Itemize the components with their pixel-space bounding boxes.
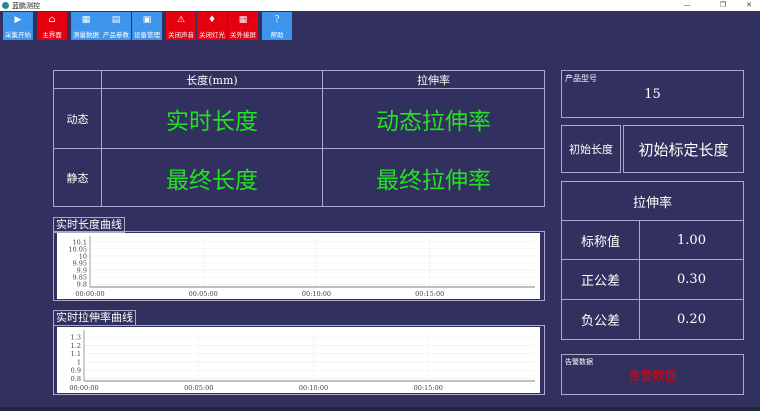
x-tick-label: 00:10:00 — [302, 290, 331, 298]
toolbar-button-label: 产品参数 — [103, 31, 129, 39]
toolbar-button-6[interactable]: ♦ 关闭灯光 — [197, 12, 227, 40]
device-icon: ▣ — [142, 15, 152, 25]
toolbar-button-label: 设备管理 — [134, 31, 160, 39]
x-tick-label: 00:05:00 — [184, 384, 213, 392]
y-tick-label: 9.9 — [77, 267, 87, 275]
y-tick-label: 1.1 — [71, 350, 81, 358]
y-tick-label: 0.8 — [71, 375, 81, 383]
alarm-panel: 告警数据 告警数据 — [561, 354, 744, 395]
maximize-button[interactable]: ❐ — [719, 1, 727, 9]
product-model-label: 产品型号 — [565, 74, 597, 83]
minimize-button[interactable]: — — [683, 1, 691, 9]
y-tick-label: 0.9 — [71, 367, 81, 375]
toolbar-button-8[interactable]: ? 帮助 — [262, 12, 292, 40]
plus-tolerance-value: 0.30 — [639, 259, 744, 300]
stretch-header: 拉伸率 — [561, 181, 744, 221]
y-tick-label: 1.2 — [71, 342, 81, 350]
home-icon: ⌂ — [48, 15, 56, 25]
toolbar-button-1[interactable]: ⌂ 主界面 — [37, 12, 67, 40]
toolbar-button-0[interactable]: ▶ 采集开始 — [3, 12, 33, 40]
static-stretch-value: 最终拉伸率 — [322, 148, 545, 207]
close-button[interactable]: ✕ — [746, 1, 752, 9]
title-bar: 蓝鹏测控 — ❐ ✕ — [0, 0, 760, 11]
row-static-label: 静态 — [53, 148, 102, 207]
length-chart: 10.1 10.05 10 9.95 9.9 9.85 9.8 00:00:00 00:05:0… — [53, 231, 545, 301]
play-icon: ▶ — [14, 15, 22, 25]
x-tick-label: 00:15:00 — [415, 290, 444, 298]
row-dynamic-label: 动态 — [53, 88, 102, 149]
x-tick-label: 00:00:00 — [69, 384, 98, 392]
help-icon: ? — [274, 15, 280, 25]
minus-tolerance-value: 0.20 — [639, 299, 744, 340]
x-tick-label: 00:05:00 — [189, 290, 218, 298]
y-tick-label: 1.3 — [71, 334, 81, 342]
header-stretch: 拉伸率 — [322, 70, 545, 89]
toolbar-button-label: 测量数据 — [73, 31, 99, 39]
light-icon: ♦ — [207, 15, 217, 25]
length-chart-title: 实时长度曲线 — [53, 217, 125, 233]
alarm-icon: ⚠ — [176, 15, 186, 25]
y-tick-label: 10.1 — [73, 238, 87, 246]
toolbar-button-label: 关外接屏 — [230, 31, 256, 39]
product-model-value[interactable]: 15 — [644, 87, 661, 102]
product-model-panel: 产品型号 15 — [561, 70, 744, 118]
params-icon: ▤ — [111, 15, 121, 25]
x-tick-label: 00:00:00 — [75, 290, 104, 298]
toolbar-button-2[interactable]: ▦ 测量数据 — [71, 12, 101, 40]
alarm-value: 告警数据 — [628, 369, 677, 383]
initial-length-label: 初始长度 — [561, 125, 621, 173]
corner-cell — [53, 70, 102, 89]
toolbar-button-3[interactable]: ▤ 产品参数 — [101, 12, 131, 40]
toolbar-button-4[interactable]: ▣ 设备管理 — [132, 12, 162, 40]
toolbar-button-7[interactable]: ▦ 关外接屏 — [228, 12, 258, 40]
stretch-chart: 1.3 1.2 1.1 1 0.9 0.8 00:00:00 00:05:00 00:10:00… — [53, 325, 545, 395]
dynamic-length-value: 实时长度 — [101, 88, 323, 149]
plus-tolerance-label: 正公差 — [561, 259, 640, 300]
dynamic-stretch-value: 动态拉伸率 — [322, 88, 545, 149]
toolbar-button-label: 帮助 — [270, 31, 284, 39]
stretch-chart-title: 实时拉伸率曲线 — [53, 310, 136, 326]
toolbar-button-label: 采集开始 — [5, 31, 31, 39]
y-tick-label: 10.05 — [68, 245, 87, 253]
toolbar-button-label: 关闭灯光 — [199, 31, 225, 39]
y-tick-label: 9.85 — [73, 274, 87, 282]
x-tick-label: 00:15:00 — [414, 384, 443, 392]
toolbar-button-label: 主界面 — [42, 31, 62, 39]
x-tick-label: 00:10:00 — [299, 384, 328, 392]
toolbar-button-5[interactable]: ⚠ 关闭声音 — [166, 12, 196, 40]
nominal-value: 1.00 — [639, 220, 744, 260]
static-length-value: 最终长度 — [101, 148, 323, 207]
y-tick-label: 10 — [79, 252, 87, 260]
alarm-label: 告警数据 — [565, 358, 593, 366]
window-title: 蓝鹏测控 — [12, 1, 40, 10]
y-tick-label: 1 — [77, 358, 81, 366]
screen-icon: ▦ — [238, 15, 248, 25]
initial-length-value: 初始标定长度 — [623, 125, 744, 173]
app-logo-icon — [2, 2, 9, 9]
nominal-label: 标称值 — [561, 220, 640, 260]
minus-tolerance-label: 负公差 — [561, 299, 640, 340]
header-length: 长度(mm) — [101, 70, 323, 89]
data-icon: ▦ — [81, 15, 91, 25]
toolbar: ▶ 采集开始 ⌂ 主界面 ▦ 测量数据 ▤ 产品参数 ▣ 设备管理 ⚠ 关闭声音 ♦ 关闭灯光 ▦ 关外接屏?… — [0, 11, 760, 41]
y-tick-label: 9.8 — [77, 281, 87, 289]
taskbar — [0, 407, 760, 411]
toolbar-button-label: 关闭声音 — [168, 31, 194, 39]
y-tick-label: 9.95 — [73, 260, 87, 268]
